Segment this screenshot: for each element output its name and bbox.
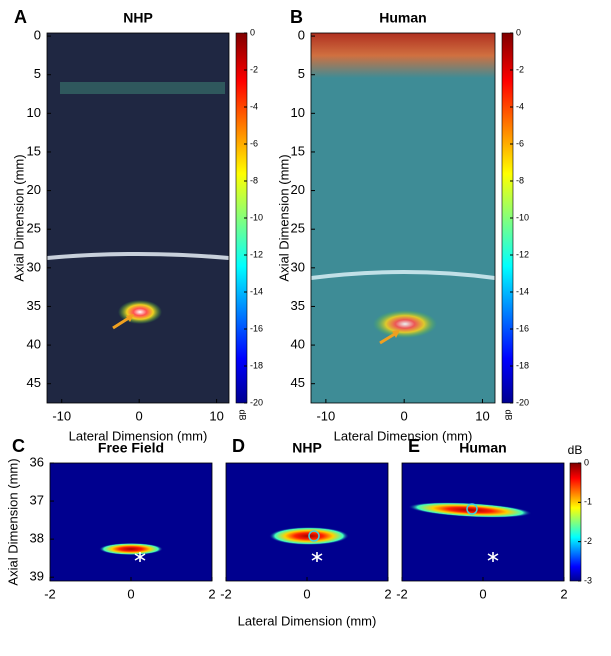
x-tick-label: 2	[560, 586, 567, 601]
panel-title: Free Field	[98, 440, 164, 456]
y-tick-label: 30	[27, 259, 41, 274]
colorbar-tick-label: 0	[516, 27, 521, 37]
colorbar-tick-label: 0	[250, 27, 255, 37]
colorbar-tick-label: -14	[516, 286, 529, 296]
image-e	[402, 463, 564, 581]
y-tick-label: 15	[27, 143, 41, 158]
colorbar-tick-label: -18	[250, 360, 263, 370]
x-tick-label: 10	[475, 408, 489, 423]
colorbar-tick-label: -16	[516, 323, 529, 333]
y-tick-label: 35	[291, 298, 305, 313]
colorbar-tick-label: -10	[250, 212, 263, 222]
x-axis-label: Lateral Dimension (mm)	[334, 428, 473, 443]
y-tick-label: 35	[27, 298, 41, 313]
y-tick-label: 40	[27, 337, 41, 352]
x-tick-label: 0	[127, 586, 134, 601]
colorbar-tick-label: -1	[584, 497, 592, 507]
colorbar-tick-label: -2	[584, 536, 592, 546]
colorbar-tick-label: -6	[250, 138, 258, 148]
colorbar-label: dB	[568, 443, 583, 457]
x-tick-label: -2	[44, 586, 56, 601]
image-a	[47, 33, 229, 403]
panel-label: E	[408, 436, 420, 456]
panel-label: D	[232, 436, 245, 456]
colorbar-tick-label: -6	[516, 138, 524, 148]
x-tick-label: 0	[136, 408, 143, 423]
colorbar-tick-label: -8	[516, 175, 524, 185]
colorbar-tick-label: -12	[516, 249, 529, 259]
x-tick-label: 0	[479, 586, 486, 601]
plot-frame	[46, 32, 230, 404]
plot-frame	[310, 32, 496, 404]
colorbar-tick-label: -14	[250, 286, 263, 296]
panel-title: NHP	[292, 440, 322, 456]
y-tick-label: 15	[291, 143, 305, 158]
colorbar-tick-label: -8	[250, 175, 258, 185]
x-tick-label: 10	[209, 408, 223, 423]
y-tick-label: 36	[30, 454, 44, 469]
colorbar-label: dB	[504, 409, 514, 420]
panel-label: B	[290, 7, 303, 27]
y-tick-label: 20	[27, 182, 41, 197]
y-tick-label: 40	[291, 337, 305, 352]
y-tick-label: 5	[298, 66, 305, 81]
image-b	[311, 33, 495, 403]
y-axis-label: Axial Dimension (mm)	[5, 458, 20, 585]
panel-title: Human	[459, 440, 506, 456]
x-tick-label: 0	[401, 408, 408, 423]
image-c	[50, 463, 212, 581]
colorbar-tick-label: -4	[516, 101, 524, 111]
colorbar-tick-label: -12	[250, 249, 263, 259]
y-tick-label: 25	[291, 221, 305, 236]
x-axis-label: Lateral Dimension (mm)	[238, 613, 377, 628]
y-tick-label: 20	[291, 182, 305, 197]
y-tick-label: 38	[30, 531, 44, 546]
image-d	[226, 463, 388, 581]
x-axis-label: Lateral Dimension (mm)	[69, 428, 208, 443]
y-tick-label: 39	[30, 569, 44, 584]
x-tick-label: -10	[316, 408, 335, 423]
panel-title: Human	[379, 10, 426, 26]
colorbar-tick-label: -3	[584, 575, 592, 585]
y-tick-label: 5	[34, 66, 41, 81]
x-tick-label: -2	[396, 586, 408, 601]
x-tick-label: -2	[220, 586, 232, 601]
y-tick-label: 10	[27, 105, 41, 120]
x-tick-label: -10	[52, 408, 71, 423]
x-tick-label: 0	[303, 586, 310, 601]
colorbar-scale	[569, 462, 582, 582]
y-axis-label: Axial Dimension (mm)	[276, 154, 291, 281]
x-tick-label: 2	[208, 586, 215, 601]
panel-title: NHP	[123, 10, 153, 26]
colorbar-tick-label: -20	[250, 397, 263, 407]
y-tick-label: 10	[291, 105, 305, 120]
colorbar-tick-label: -2	[516, 64, 524, 74]
y-tick-label: 30	[291, 259, 305, 274]
y-tick-label: 0	[34, 28, 41, 43]
y-tick-label: 25	[27, 221, 41, 236]
colorbar-tick-label: -2	[250, 64, 258, 74]
y-axis-label: Axial Dimension (mm)	[11, 154, 26, 281]
panel-label: A	[14, 7, 27, 27]
y-tick-label: 45	[291, 375, 305, 390]
colorbar-tick-label: -10	[516, 212, 529, 222]
colorbar-tick-label: 0	[584, 457, 589, 467]
colorbar-tick-label: -4	[250, 101, 258, 111]
panel-label: C	[12, 436, 25, 456]
x-tick-label: 2	[384, 586, 391, 601]
y-tick-label: 45	[27, 375, 41, 390]
y-tick-label: 37	[30, 493, 44, 508]
colorbar-tick-label: -16	[250, 323, 263, 333]
y-tick-label: 0	[298, 28, 305, 43]
colorbar-tick-label: -20	[516, 397, 529, 407]
colorbar-label: dB	[238, 409, 248, 420]
colorbar: 0 -1 -2 -3 dB	[568, 443, 592, 585]
colorbar-tick-label: -18	[516, 360, 529, 370]
